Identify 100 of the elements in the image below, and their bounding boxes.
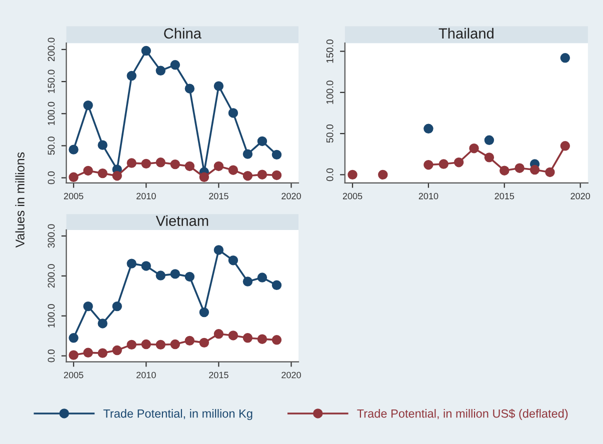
point	[272, 335, 282, 345]
point	[112, 171, 122, 181]
point	[83, 301, 93, 312]
point	[228, 108, 238, 118]
point	[530, 164, 540, 175]
point	[228, 256, 238, 266]
point	[424, 160, 434, 170]
point	[112, 345, 122, 356]
point	[199, 172, 210, 182]
text: Trade Potential, in million Kg	[103, 409, 252, 420]
point	[170, 159, 180, 170]
point	[272, 170, 282, 180]
point	[484, 152, 494, 162]
point	[228, 165, 238, 175]
point	[514, 163, 524, 173]
point	[83, 348, 93, 358]
y-tick-label: 0.0	[326, 168, 334, 182]
point	[438, 159, 448, 169]
point	[454, 158, 464, 168]
point	[141, 339, 151, 350]
point	[560, 141, 570, 151]
point	[184, 272, 195, 282]
chart-title: China	[164, 28, 202, 39]
x-tick-label: 2020	[570, 192, 590, 200]
point	[257, 272, 268, 282]
x-tick-label: 2020	[282, 192, 301, 200]
x-tick-label: 2020	[282, 372, 301, 378]
x-tick-label: 2015	[209, 372, 228, 378]
y-tick-label: 50.0	[326, 124, 334, 143]
text: Trade Potential, in million US$ (deflated)	[357, 408, 568, 420]
point	[257, 136, 268, 146]
x-tick-label: 2015	[209, 192, 228, 200]
point	[156, 270, 166, 280]
point	[214, 329, 224, 339]
point	[214, 81, 224, 91]
x-tick-label: 2005	[64, 192, 84, 200]
point	[348, 170, 358, 180]
point	[98, 140, 108, 150]
point	[141, 158, 151, 169]
point	[257, 334, 268, 344]
point	[469, 144, 479, 154]
point	[242, 333, 253, 343]
point	[156, 66, 166, 76]
point	[112, 301, 122, 312]
point	[126, 340, 136, 350]
point	[378, 170, 388, 180]
point	[242, 171, 253, 181]
point	[228, 330, 238, 340]
y-tick-label: 0.0	[48, 349, 55, 362]
x-tick-label: 2010	[136, 372, 156, 378]
point	[68, 144, 78, 154]
y-tick-label: 100.0	[48, 102, 55, 126]
x-tick-label: 2005	[64, 372, 84, 378]
y-axis-title: Values in millions	[15, 152, 24, 248]
point	[500, 166, 510, 176]
point	[68, 172, 78, 182]
point	[68, 333, 78, 343]
y-tick-label: 100.0	[48, 304, 55, 328]
point	[98, 348, 108, 358]
point	[214, 161, 224, 172]
y-tick-label: 150.0	[48, 70, 55, 93]
point	[68, 350, 78, 360]
point	[156, 340, 166, 350]
y-tick-label: 300.0	[48, 224, 55, 248]
point	[141, 46, 151, 56]
point	[83, 166, 93, 176]
point	[98, 168, 108, 178]
point	[170, 339, 180, 350]
x-tick-label: 2015	[494, 192, 514, 200]
point	[242, 149, 253, 159]
point	[83, 100, 93, 110]
point	[141, 261, 151, 271]
point	[98, 318, 108, 328]
y-tick-label: 0.0	[48, 171, 55, 184]
point	[424, 124, 434, 134]
point	[184, 336, 195, 346]
point	[199, 338, 210, 348]
point	[199, 307, 210, 318]
point	[170, 60, 180, 70]
point	[545, 167, 555, 178]
y-tick-label: 150.0	[326, 40, 334, 63]
point	[242, 276, 253, 286]
point	[214, 245, 224, 255]
point	[184, 161, 195, 172]
point	[156, 158, 166, 168]
point	[484, 135, 494, 146]
point	[560, 53, 570, 63]
y-tick-label: 200.0	[48, 38, 55, 62]
point	[272, 280, 282, 290]
point	[272, 150, 282, 160]
x-tick-label: 2010	[136, 192, 156, 200]
point	[184, 84, 195, 94]
y-tick-label: 200.0	[48, 264, 55, 288]
point	[126, 258, 136, 268]
x-tick-label: 2010	[418, 192, 438, 200]
point	[126, 158, 136, 168]
point	[257, 170, 268, 180]
chart-title: Vietnam	[156, 215, 208, 226]
chart-title: Thailand	[438, 28, 494, 39]
y-tick-label: 50.0	[48, 136, 55, 155]
